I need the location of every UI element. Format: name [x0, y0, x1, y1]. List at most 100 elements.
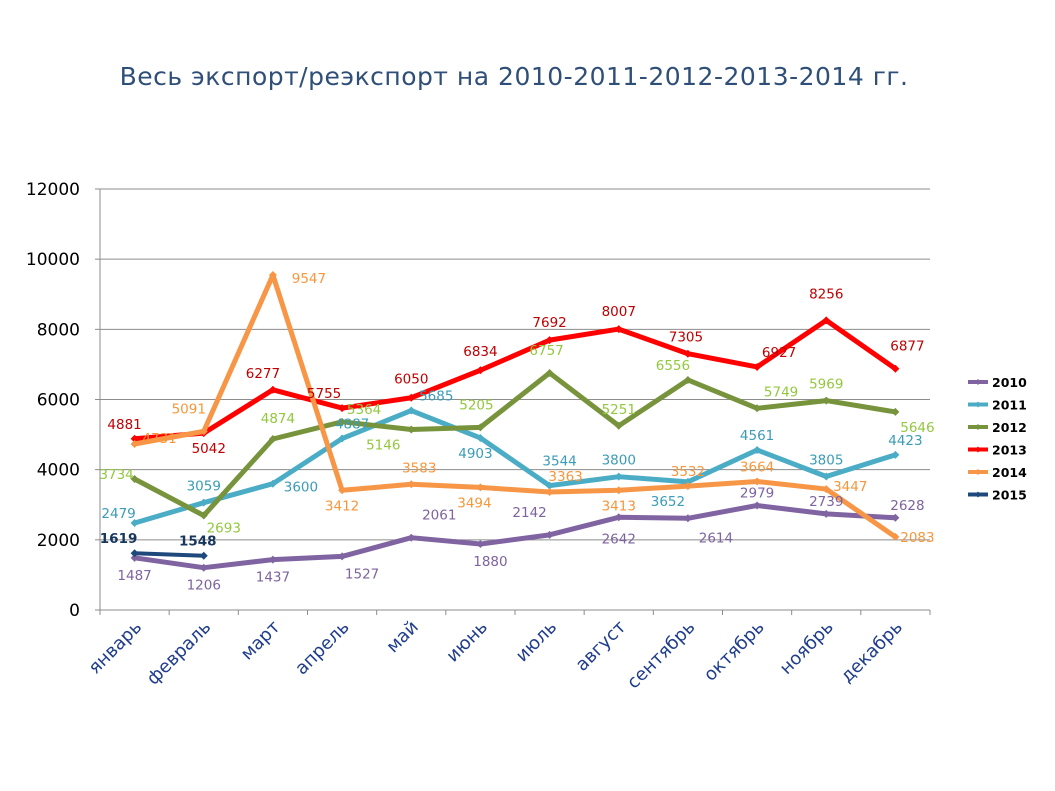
- point-2013-9: [753, 362, 762, 371]
- data-label-2013-2: 6277: [246, 366, 280, 382]
- point-2014-9: [753, 477, 762, 486]
- data-label-2011-8: 3652: [651, 494, 685, 510]
- series-line-2012: [132, 370, 898, 519]
- x-tick-label: июнь: [442, 617, 492, 667]
- data-label-2011-0: 2479: [101, 506, 135, 522]
- point-2012-7: [614, 421, 623, 430]
- point-2012-9: [753, 404, 762, 413]
- series-line-2015: [132, 551, 206, 558]
- data-label-2012-1: 2693: [207, 521, 241, 537]
- data-label-2010-11: 2628: [890, 498, 924, 514]
- data-label-2014-4: 3583: [402, 460, 436, 476]
- y-tick-labels: 0 2000 4000 6000 8000 10000 12000: [26, 180, 80, 621]
- point-2014-10: [822, 485, 831, 494]
- data-label-2010-7: 2642: [602, 531, 636, 547]
- data-label-2013-3: 5755: [307, 386, 341, 402]
- data-label-2014-7: 3413: [602, 498, 636, 514]
- point-2013-6: [545, 336, 554, 345]
- legend-marker-2010: [975, 379, 981, 385]
- x-tick-label: июль: [512, 617, 561, 666]
- point-2013-5: [476, 366, 485, 375]
- point-2013-8: [683, 349, 692, 358]
- data-label-2014-6: 3363: [548, 469, 582, 485]
- data-label-2011-11: 4423: [888, 433, 922, 449]
- data-label-2010-6: 2142: [512, 505, 546, 521]
- series-lines: [130, 271, 900, 572]
- data-label-2013-10: 8256: [809, 286, 843, 302]
- point-2013-7: [614, 325, 623, 334]
- data-label-2013-9: 6927: [762, 345, 796, 361]
- data-label-2010-4: 2061: [422, 508, 456, 524]
- point-2011-4: [407, 406, 416, 415]
- point-2010-1: [199, 563, 208, 572]
- x-tick-label: декабрь: [837, 617, 907, 687]
- y-tick-label: 8000: [37, 320, 80, 340]
- point-2012-2: [268, 435, 277, 444]
- y-tick-label: 2000: [37, 531, 80, 551]
- series-line-2013: [132, 317, 898, 442]
- point-2011-5: [476, 433, 485, 442]
- data-label-2012-11: 5646: [900, 420, 934, 436]
- legend-marker-2014: [975, 469, 981, 475]
- data-label-2013-6: 7692: [532, 315, 566, 331]
- data-label-2012-0: 3734: [99, 467, 133, 483]
- data-label-2012-2: 4874: [261, 411, 295, 427]
- y-tick-label: 10000: [26, 250, 80, 270]
- data-label-2010-3: 1527: [345, 566, 379, 582]
- point-2010-7: [614, 513, 623, 522]
- data-label-2011-2: 3600: [284, 480, 318, 496]
- data-label-2013-4: 6050: [394, 372, 428, 388]
- point-2010-2: [268, 555, 277, 564]
- data-label-2011-3: 4887: [335, 417, 369, 433]
- point-2011-2: [268, 479, 277, 488]
- x-tick-label: март: [237, 617, 285, 665]
- data-label-2010-1: 1206: [187, 578, 221, 594]
- data-label-2011-5: 4903: [458, 446, 492, 462]
- data-label-2010-9: 2979: [740, 485, 774, 501]
- point-2015-1: [199, 551, 208, 560]
- point-2013-4: [407, 393, 416, 402]
- data-label-2014-8: 3532: [671, 464, 705, 480]
- point-2011-11: [891, 450, 900, 459]
- point-2012-11: [891, 407, 900, 416]
- data-label-2010-2: 1437: [256, 570, 290, 586]
- point-2014-3: [338, 486, 347, 495]
- point-2015-0: [130, 549, 139, 558]
- point-2013-10: [822, 316, 831, 325]
- data-label-2013-0: 4881: [107, 417, 141, 433]
- data-label-2011-10: 3805: [809, 453, 843, 469]
- data-label-2013-11: 6877: [890, 339, 924, 355]
- data-label-2012-8: 6556: [656, 358, 690, 374]
- data-label-2014-11: 2083: [900, 530, 934, 546]
- point-2012-8: [683, 375, 692, 384]
- point-2011-1: [199, 498, 208, 507]
- y-tick-label: 4000: [37, 461, 80, 481]
- point-2014-8: [683, 482, 692, 491]
- data-label-2010-8: 2614: [699, 530, 733, 546]
- legend-label-2013: 2013: [992, 443, 1027, 458]
- legend-label-2012: 2012: [992, 420, 1027, 435]
- data-label-2012-6: 6757: [529, 343, 563, 359]
- x-tick-label: апрель: [291, 617, 354, 680]
- point-2013-2: [268, 385, 277, 394]
- data-labels: 1487 1206 1437 1527 2061 1880 2142 2642 2614 2979…: [99, 271, 934, 594]
- y-tick-label: 12000: [26, 180, 80, 200]
- point-2011-7: [614, 472, 623, 481]
- point-2011-9: [753, 445, 762, 454]
- data-label-2014-3: 3412: [325, 498, 359, 514]
- data-label-2015-1: 1548: [179, 534, 217, 550]
- data-label-2014-9: 3664: [740, 459, 774, 475]
- axes: [95, 188, 931, 615]
- point-2010-0: [130, 553, 139, 562]
- point-2014-4: [407, 480, 416, 489]
- data-label-2013-1: 5042: [192, 441, 226, 457]
- data-label-2010-5: 1880: [473, 554, 507, 570]
- point-2010-10: [822, 509, 831, 518]
- data-label-2014-1: 5091: [172, 401, 206, 417]
- point-2010-4: [407, 533, 416, 542]
- x-tick-label: сентябрь: [623, 617, 700, 694]
- data-label-2015-0: 1619: [100, 531, 138, 547]
- legend-label-2011: 2011: [992, 398, 1027, 413]
